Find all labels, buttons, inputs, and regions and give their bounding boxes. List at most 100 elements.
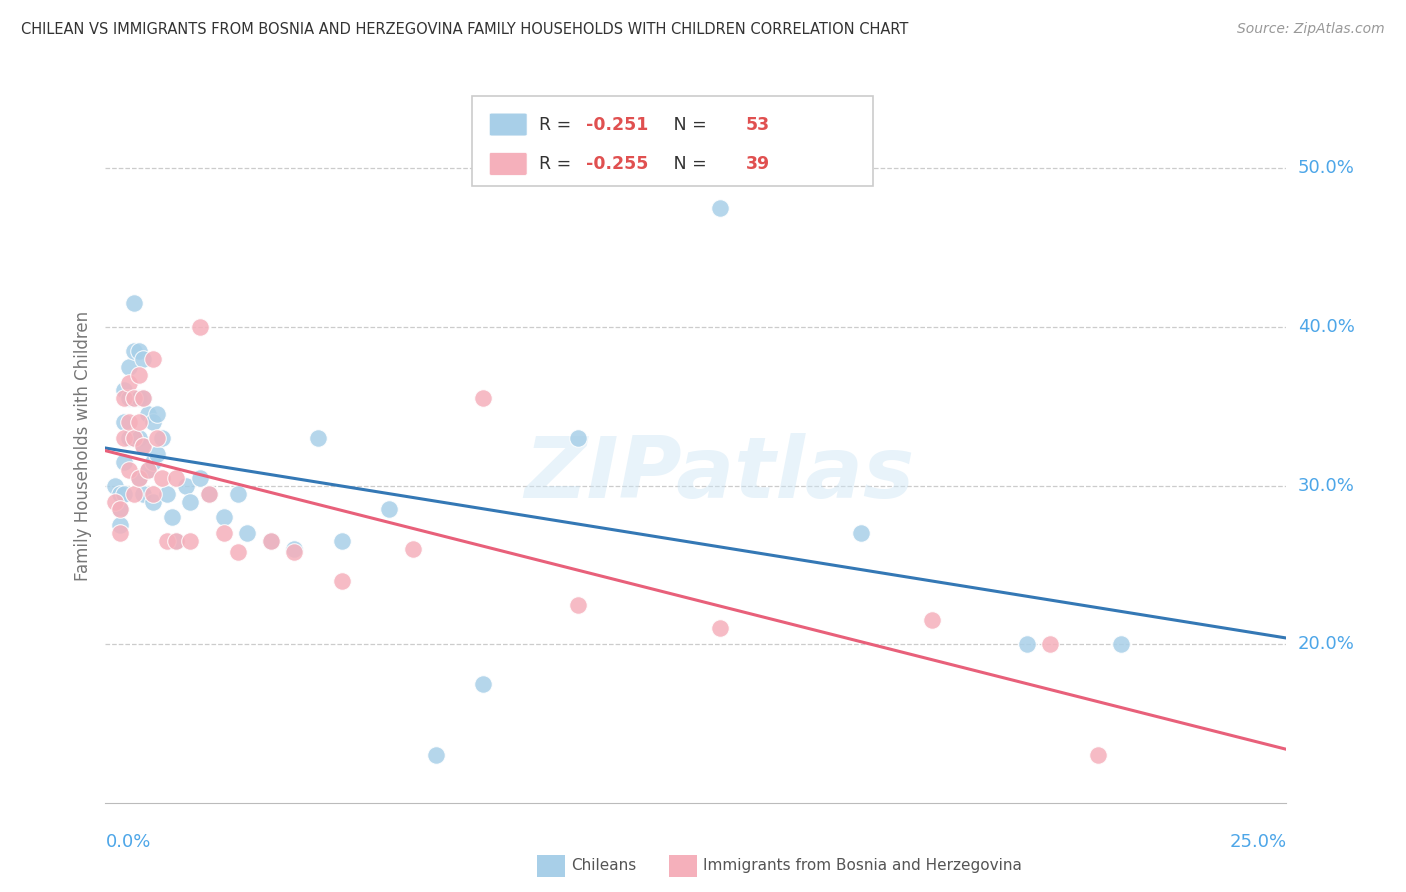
Text: ZIPatlas: ZIPatlas	[524, 433, 915, 516]
Point	[226, 486, 249, 500]
Point	[1109, 637, 1132, 651]
Text: CHILEAN VS IMMIGRANTS FROM BOSNIA AND HERZEGOVINA FAMILY HOUSEHOLDS WITH CHILDRE: CHILEAN VS IMMIGRANTS FROM BOSNIA AND HE…	[21, 22, 908, 37]
Point	[118, 431, 141, 445]
FancyBboxPatch shape	[489, 153, 527, 176]
Point	[179, 494, 201, 508]
Text: -0.251: -0.251	[586, 116, 648, 134]
Point	[108, 502, 131, 516]
Point	[132, 392, 155, 406]
Point	[165, 534, 187, 549]
Point	[132, 486, 155, 500]
Point	[112, 415, 135, 429]
Text: 0.0%: 0.0%	[105, 833, 150, 851]
Point	[104, 494, 127, 508]
Point	[226, 545, 249, 559]
Point	[472, 392, 495, 406]
Point	[142, 494, 165, 508]
Point	[1039, 637, 1062, 651]
Point	[156, 534, 179, 549]
Point	[118, 415, 141, 429]
Point	[136, 407, 159, 421]
Point	[112, 486, 135, 500]
Text: R =: R =	[538, 155, 576, 173]
Point	[567, 598, 589, 612]
Point	[128, 343, 150, 358]
Point	[425, 748, 447, 763]
Text: N =: N =	[657, 155, 713, 173]
Text: 30.0%: 30.0%	[1298, 476, 1354, 495]
Point	[142, 486, 165, 500]
Point	[165, 534, 187, 549]
Point	[156, 486, 179, 500]
Text: Source: ZipAtlas.com: Source: ZipAtlas.com	[1237, 22, 1385, 37]
Point	[112, 431, 135, 445]
Point	[146, 407, 169, 421]
Text: N =: N =	[657, 116, 713, 134]
Point	[118, 392, 141, 406]
Point	[132, 392, 155, 406]
Point	[179, 534, 201, 549]
Point	[188, 471, 211, 485]
Point	[122, 431, 145, 445]
Point	[128, 471, 150, 485]
Point	[921, 614, 943, 628]
Point	[108, 526, 131, 541]
Point	[142, 415, 165, 429]
FancyBboxPatch shape	[471, 96, 873, 186]
Point	[108, 486, 131, 500]
Point	[1015, 637, 1038, 651]
Point	[132, 351, 155, 366]
Point	[198, 486, 221, 500]
Point	[132, 439, 155, 453]
Point	[709, 201, 731, 215]
Text: -0.255: -0.255	[586, 155, 648, 173]
Point	[136, 463, 159, 477]
Text: Immigrants from Bosnia and Herzegovina: Immigrants from Bosnia and Herzegovina	[703, 858, 1022, 872]
Point	[108, 502, 131, 516]
Point	[260, 534, 283, 549]
Point	[112, 384, 135, 398]
Point	[236, 526, 259, 541]
Text: 20.0%: 20.0%	[1298, 635, 1354, 653]
Point	[150, 471, 173, 485]
Point	[128, 392, 150, 406]
Text: 53: 53	[745, 116, 769, 134]
Point	[165, 471, 187, 485]
Point	[567, 431, 589, 445]
Point	[146, 447, 169, 461]
Point	[142, 351, 165, 366]
Point	[142, 455, 165, 469]
Point	[112, 392, 135, 406]
Point	[188, 320, 211, 334]
Text: 39: 39	[745, 155, 769, 173]
Point	[212, 526, 235, 541]
Point	[118, 376, 141, 390]
Point	[118, 359, 141, 374]
Point	[132, 439, 155, 453]
Point	[1087, 748, 1109, 763]
Point	[128, 415, 150, 429]
Point	[136, 463, 159, 477]
Point	[118, 463, 141, 477]
Point	[212, 510, 235, 524]
Point	[108, 518, 131, 533]
Point	[283, 542, 305, 557]
Point	[174, 478, 197, 492]
Text: R =: R =	[538, 116, 576, 134]
Point	[330, 534, 353, 549]
Point	[146, 431, 169, 445]
Point	[150, 431, 173, 445]
Text: 40.0%: 40.0%	[1298, 318, 1354, 336]
Point	[378, 502, 401, 516]
Point	[330, 574, 353, 588]
Point	[122, 431, 145, 445]
Point	[472, 677, 495, 691]
Text: 25.0%: 25.0%	[1229, 833, 1286, 851]
Point	[260, 534, 283, 549]
Y-axis label: Family Households with Children: Family Households with Children	[73, 311, 91, 581]
Point	[122, 392, 145, 406]
Point	[198, 486, 221, 500]
FancyBboxPatch shape	[489, 113, 527, 136]
Point	[851, 526, 873, 541]
Point	[307, 431, 329, 445]
